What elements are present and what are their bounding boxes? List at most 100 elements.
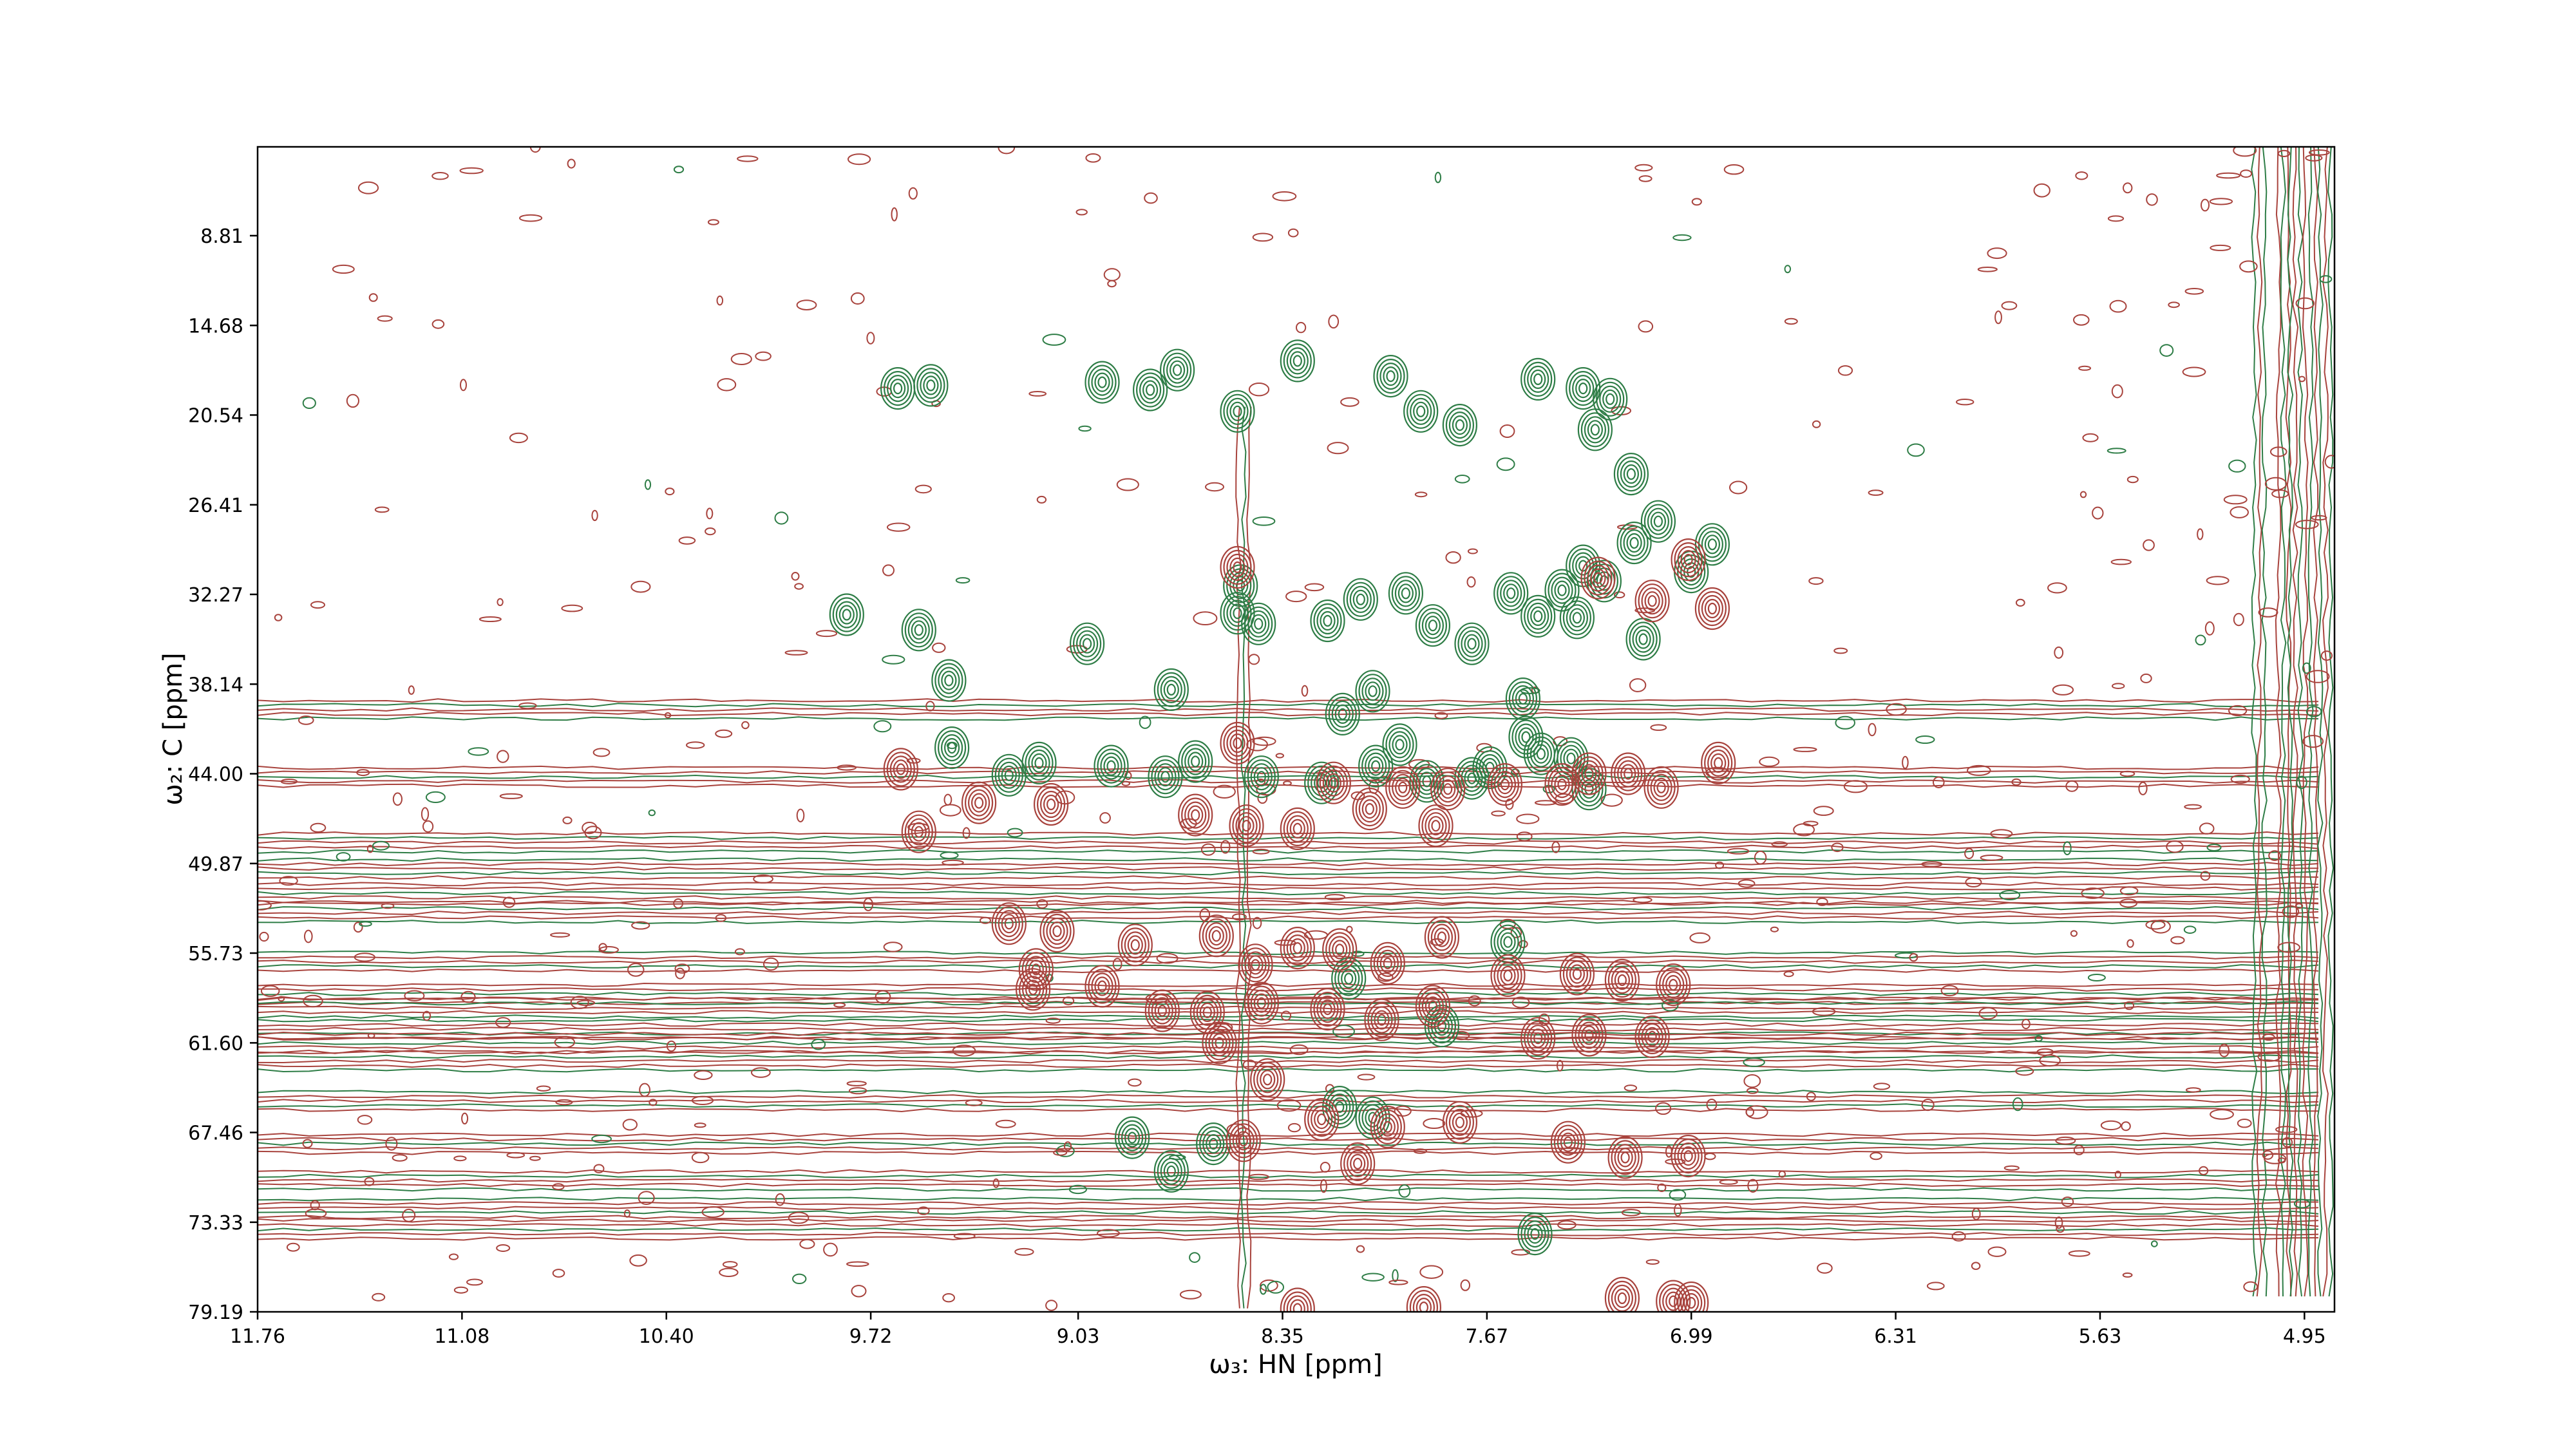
noise-blob bbox=[1980, 855, 2003, 861]
contour-level bbox=[1373, 1109, 1402, 1145]
noise-blob bbox=[1990, 829, 2013, 838]
contour-level bbox=[1634, 1015, 1670, 1059]
contour-level bbox=[1454, 622, 1490, 665]
peak-contour bbox=[1550, 1121, 1586, 1164]
contour-level bbox=[1635, 629, 1651, 649]
ridge-line bbox=[258, 774, 2319, 779]
contour-level bbox=[1338, 965, 1360, 992]
noise-blob bbox=[1516, 813, 1540, 824]
y-tick-label: 14.68 bbox=[188, 315, 243, 337]
peak-contour bbox=[1331, 957, 1367, 1000]
contour-level bbox=[1533, 744, 1549, 764]
noise-blob bbox=[2199, 1166, 2209, 1176]
noise-blob bbox=[639, 1083, 650, 1097]
noise-blob bbox=[1301, 685, 1309, 697]
contour-level bbox=[1160, 771, 1170, 783]
contour-level bbox=[1647, 1030, 1657, 1043]
contour-level bbox=[1629, 536, 1639, 549]
noise-blob bbox=[2119, 886, 2139, 896]
ridge-line bbox=[2292, 147, 2299, 1297]
peak-contour bbox=[1226, 1119, 1261, 1162]
contour-level bbox=[1430, 768, 1466, 811]
contour-level bbox=[1097, 376, 1107, 388]
contour-level bbox=[1593, 572, 1603, 584]
noise-blob bbox=[784, 650, 808, 656]
contour-level bbox=[1049, 921, 1065, 942]
contour-level bbox=[1280, 339, 1315, 383]
noise-blob bbox=[431, 172, 449, 180]
contour-level bbox=[1383, 1121, 1392, 1133]
noise-blob bbox=[965, 1099, 983, 1106]
contour-level bbox=[1153, 668, 1189, 712]
contour-level bbox=[1656, 963, 1691, 1007]
noise-blob bbox=[1045, 1300, 1058, 1311]
contour-level bbox=[1280, 1287, 1315, 1312]
contour-level bbox=[1497, 961, 1519, 990]
peak-contour bbox=[913, 364, 949, 407]
contour-level bbox=[1707, 538, 1717, 551]
peak-contour bbox=[1250, 1058, 1285, 1101]
noise-blob bbox=[863, 898, 873, 911]
noise-blob bbox=[2107, 448, 2126, 454]
contour-level bbox=[1569, 608, 1585, 628]
noise-blob bbox=[1977, 267, 1998, 272]
contour-level bbox=[1253, 1062, 1282, 1097]
contour-level bbox=[1425, 616, 1441, 636]
contour-level bbox=[1413, 401, 1429, 421]
contour-level bbox=[1018, 948, 1054, 991]
contour-level bbox=[1562, 600, 1591, 636]
contour-level bbox=[1238, 1135, 1248, 1147]
ridge-line bbox=[258, 1027, 2319, 1032]
noise-blob bbox=[1468, 995, 1481, 1007]
peak-contour bbox=[901, 810, 936, 853]
noise-blob bbox=[886, 522, 911, 532]
noise-blob bbox=[422, 1010, 431, 1021]
noise-blob bbox=[673, 166, 685, 174]
contour-level bbox=[1157, 1153, 1186, 1189]
noise-blob bbox=[715, 729, 733, 738]
noise-blob bbox=[260, 985, 280, 998]
contour-level bbox=[1416, 405, 1426, 417]
noise-blob bbox=[2257, 1051, 2281, 1062]
noise-blob bbox=[665, 488, 675, 496]
contour-level bbox=[1614, 756, 1643, 791]
contour-level bbox=[1331, 700, 1354, 728]
ridge-line bbox=[258, 1001, 2319, 1006]
noise-blob bbox=[1784, 317, 1798, 325]
contour-level bbox=[1506, 587, 1516, 600]
contour-level bbox=[1515, 723, 1537, 751]
contour-level bbox=[1566, 604, 1588, 632]
contour-level bbox=[1199, 1002, 1215, 1023]
noise-blob bbox=[908, 187, 918, 200]
contour-level bbox=[991, 902, 1027, 945]
contour-level bbox=[1644, 1027, 1660, 1047]
contour-level bbox=[1569, 964, 1585, 984]
noise-blob bbox=[846, 1261, 869, 1267]
noise-blob bbox=[2302, 662, 2311, 674]
contour-level bbox=[1620, 764, 1636, 784]
plot-frame bbox=[256, 146, 2336, 1313]
contour-level bbox=[1479, 753, 1501, 782]
contour-level bbox=[937, 730, 967, 766]
noise-blob bbox=[1289, 1044, 1309, 1056]
ridge-line bbox=[258, 996, 2319, 1001]
contour-level bbox=[1616, 521, 1652, 565]
peak-contour bbox=[1520, 594, 1556, 638]
noise-blob bbox=[675, 967, 685, 980]
contour-level bbox=[1361, 677, 1384, 705]
noise-blob bbox=[1926, 1282, 1945, 1291]
contour-level bbox=[1562, 956, 1591, 992]
ridge-line bbox=[258, 765, 2319, 770]
noise-blob bbox=[1169, 1154, 1186, 1160]
peak-contour bbox=[1403, 390, 1439, 433]
contour-level bbox=[1554, 580, 1570, 600]
contour-level bbox=[889, 755, 912, 783]
noise-blob bbox=[1808, 577, 1824, 585]
contour-level bbox=[1178, 793, 1213, 837]
contour-level bbox=[1202, 918, 1231, 954]
peak-contour bbox=[1493, 572, 1529, 615]
noise-blob bbox=[1351, 951, 1365, 957]
noise-blob bbox=[763, 957, 779, 971]
noise-blob bbox=[1868, 723, 1877, 737]
contour-level bbox=[1677, 545, 1700, 574]
